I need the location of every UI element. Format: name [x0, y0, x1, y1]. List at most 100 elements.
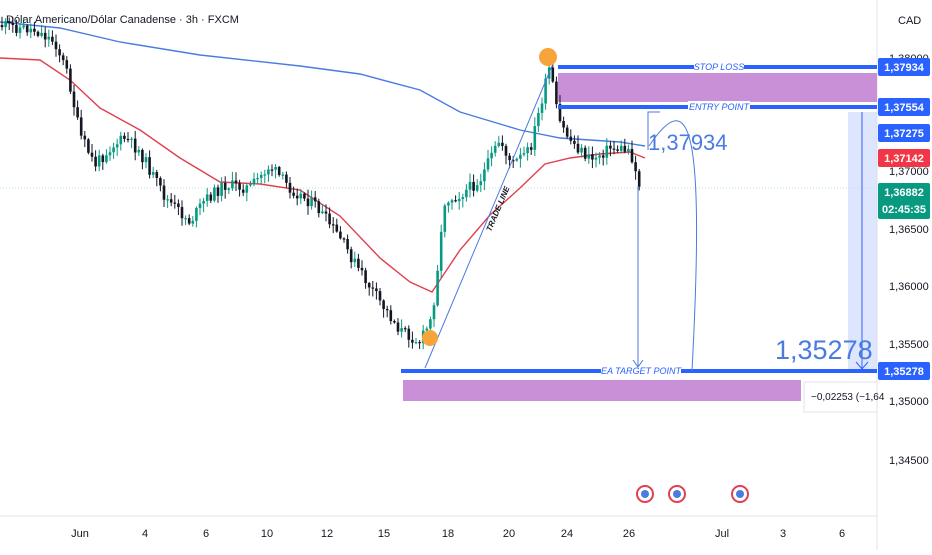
candle-body — [144, 157, 148, 163]
candle-body — [544, 78, 547, 104]
price-tag: 1,36882 02:45:35 — [878, 183, 930, 219]
price-tick-label: 1,37000 — [889, 166, 929, 178]
candle-body — [519, 154, 522, 159]
currency-label: CAD — [898, 15, 921, 27]
candle-body — [425, 328, 429, 331]
candle-body — [364, 270, 367, 284]
candle-body — [511, 160, 515, 162]
candle-body — [598, 155, 601, 158]
candle-body — [389, 310, 393, 322]
candle-body — [580, 147, 583, 153]
candle-body — [65, 60, 69, 69]
candle-body — [313, 197, 317, 202]
price-tag-label: 1,35278 — [884, 366, 924, 378]
candle-body — [281, 174, 285, 176]
candle-body — [342, 238, 346, 240]
price-tick-label: 1,34500 — [889, 455, 929, 467]
candle-body — [443, 205, 447, 232]
candle-body — [72, 91, 76, 108]
candle-body — [40, 32, 43, 36]
candle-body — [486, 158, 490, 170]
fast-moving-average — [0, 57, 646, 293]
price-tag: 1,37275 — [878, 124, 930, 142]
economic-event-flag-icon[interactable] — [668, 485, 686, 503]
chart-title: Dólar Americano/Dólar Canadense · 3h · F… — [6, 14, 239, 26]
candle-body — [198, 203, 202, 208]
time-tick-label: 26 — [623, 528, 635, 540]
candle-body — [508, 155, 511, 161]
candle-body — [328, 213, 331, 225]
candle-body — [133, 138, 137, 153]
candle-body — [555, 81, 558, 105]
candle-body — [97, 155, 101, 167]
time-tick-label: 6 — [203, 528, 209, 540]
price-tick-label: 1,36500 — [889, 224, 929, 236]
candle-body — [450, 200, 454, 203]
candle-body — [403, 328, 407, 330]
candle-body — [515, 158, 519, 161]
candle-body — [61, 55, 65, 61]
target-big-label: 1,35278 — [775, 335, 873, 365]
candle-body — [195, 207, 198, 221]
candle-body — [223, 182, 227, 190]
entry-big-label: 1,37934 — [648, 130, 728, 155]
candle-body — [346, 239, 349, 250]
candle-body — [349, 249, 353, 263]
candle-body — [112, 147, 115, 153]
candle-body — [58, 49, 61, 56]
entry-point-label-bg — [688, 101, 750, 113]
candles — [0, 16, 641, 350]
candle-body — [385, 308, 389, 311]
candle-body — [310, 197, 313, 207]
candle-body — [533, 126, 537, 150]
candle-body — [475, 185, 479, 191]
candle-body — [277, 167, 281, 175]
candle-body — [252, 178, 256, 185]
price-tag-label: 1,37934 — [884, 62, 925, 74]
candle-body — [299, 193, 303, 199]
candle-body — [324, 211, 328, 214]
candle-body — [382, 300, 385, 309]
top-pivot-marker — [539, 48, 557, 66]
candle-body — [141, 149, 144, 163]
candle-body — [472, 181, 475, 191]
candle-body — [105, 155, 108, 163]
candle-body — [457, 198, 461, 202]
candle-body — [501, 142, 504, 146]
price-tag: 1,37554 — [878, 98, 930, 116]
candle-body — [623, 145, 627, 152]
candle-body — [630, 148, 634, 163]
candle-body — [479, 181, 483, 186]
time-tick-label: 3 — [780, 528, 786, 540]
candle-body — [522, 153, 526, 155]
candle-body — [79, 117, 83, 136]
candle-body — [234, 180, 238, 184]
candle-body — [162, 185, 166, 200]
economic-event-flag-icon[interactable] — [636, 485, 654, 503]
candle-body — [407, 328, 411, 340]
candle-body — [292, 192, 295, 196]
candle-body — [191, 220, 195, 224]
price-tag: 1,37934 — [878, 58, 930, 76]
candle-body — [108, 152, 112, 156]
time-tick-label: 4 — [142, 528, 148, 540]
price-tag-label: 1,37275 — [884, 128, 924, 140]
stop-loss-zone — [558, 73, 877, 102]
candle-body — [130, 138, 133, 140]
candle-body — [569, 136, 573, 141]
candle-body — [25, 25, 29, 33]
economic-event-flag-icon[interactable] — [731, 485, 749, 503]
candle-body — [241, 189, 245, 193]
candle-body — [18, 27, 22, 33]
measure-label: −0,02253 (−1,64 — [811, 392, 885, 403]
candle-body — [321, 211, 324, 214]
candle-body — [609, 145, 612, 149]
candle-body — [627, 148, 630, 152]
candle-body — [331, 224, 335, 226]
time-tick-label: Jul — [715, 528, 729, 540]
candle-body — [357, 258, 360, 268]
price-tag-bg — [878, 124, 930, 142]
candle-body — [490, 152, 493, 159]
